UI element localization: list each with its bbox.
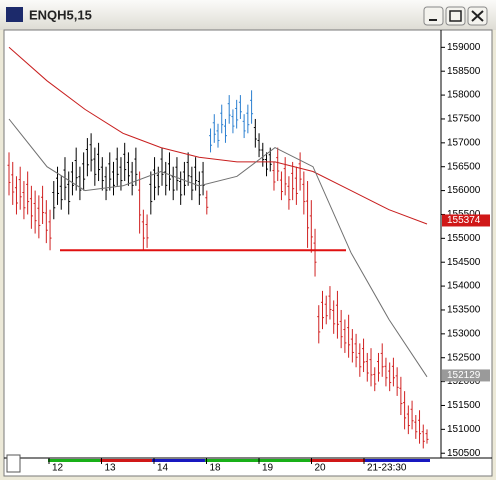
price-badge (442, 369, 490, 382)
day-color (48, 459, 100, 462)
y-tick-label: 152000 (447, 376, 481, 387)
y-tick-label: 156500 (447, 161, 481, 172)
x-tick-label: 12 (52, 463, 64, 474)
x-tick-label: 19 (262, 463, 274, 474)
price-badge-label: 155374 (447, 215, 481, 226)
minimize-button[interactable] (423, 6, 444, 26)
y-tick-label: 151000 (447, 424, 481, 435)
y-tick-label: 157000 (447, 137, 481, 148)
app-icon (6, 7, 23, 22)
day-strip (48, 459, 430, 462)
y-tick-label: 151500 (447, 400, 481, 411)
title-bar (0, 0, 496, 30)
y-tick-label: 158500 (447, 66, 481, 77)
x-tick-label: 21-23:30 (367, 463, 407, 474)
day-color (258, 459, 310, 462)
y-tick-label: 150500 (447, 448, 481, 459)
moving-average (8, 46, 428, 225)
x-tick-label: 20 (315, 463, 327, 474)
y-tick-label: 154500 (447, 257, 481, 268)
y-tick-label: 156000 (447, 185, 481, 196)
y-tick-label: 152500 (447, 352, 481, 363)
y-tick-label: 155000 (447, 233, 481, 244)
y-tick-label: 153000 (447, 328, 481, 339)
price-badge-label: 152129 (447, 370, 481, 381)
y-tick-label: 159000 (447, 42, 481, 53)
x-tick-label: 13 (105, 463, 117, 474)
moving-average (8, 118, 428, 378)
day-color (100, 459, 152, 462)
corner-box[interactable] (6, 454, 21, 473)
y-tick-label: 153500 (447, 305, 481, 316)
day-color (365, 459, 430, 462)
x-tick-label: 14 (157, 463, 169, 474)
icon (449, 10, 462, 22)
day-color (205, 459, 258, 462)
maximize-button[interactable] (445, 6, 466, 26)
y-tick-label: 157500 (447, 114, 481, 125)
x-tick-label: 18 (210, 463, 222, 474)
window-buttons[interactable] (423, 6, 488, 26)
icon (471, 10, 484, 22)
day-color (152, 459, 205, 462)
price-badge (442, 214, 490, 227)
chart-area (3, 29, 493, 477)
day-color (310, 459, 365, 462)
y-tick-label: 154000 (447, 281, 481, 292)
y-tick-label: 158000 (447, 90, 481, 101)
window-title: ENQH5,15 (29, 7, 92, 22)
